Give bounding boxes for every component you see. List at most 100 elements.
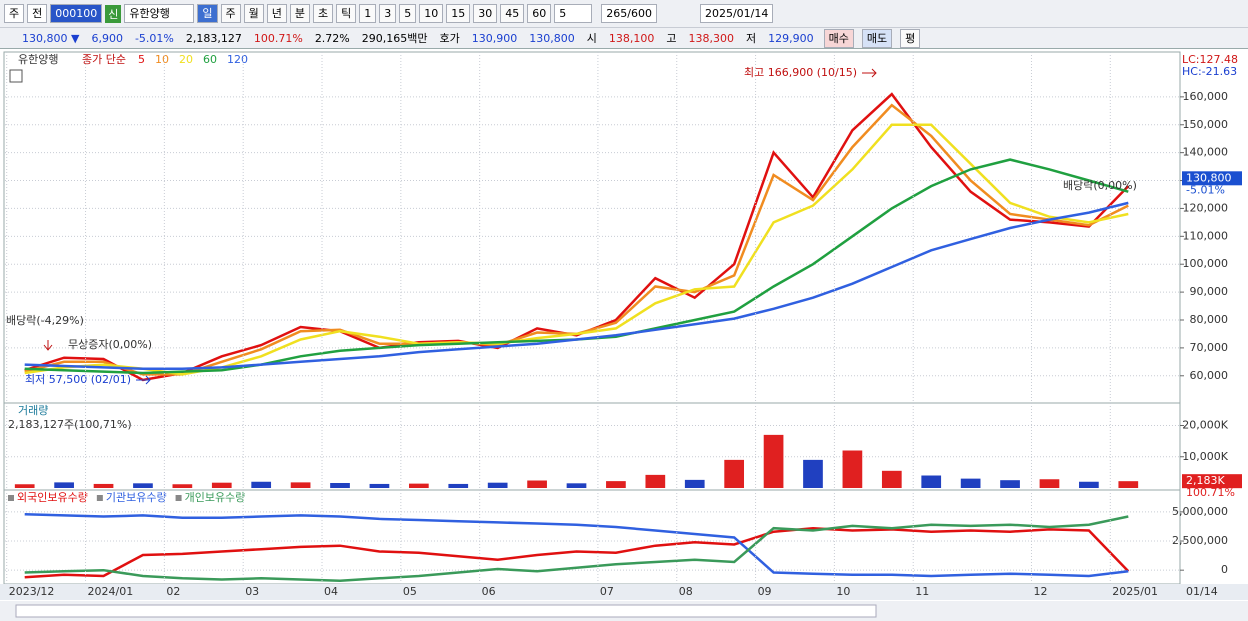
series-line [24,512,1129,578]
annotation: 배당락(-4,29%) [6,314,84,327]
period-button[interactable]: 월 [243,4,264,23]
interval-button[interactable]: 45 [500,4,525,23]
interval-button[interactable]: 10 [419,4,444,23]
volume-bar [606,481,626,488]
stock-name[interactable]: 유한양행 [124,4,195,23]
x-tick-label: 2025/01 [1112,585,1158,598]
hc-label: HC:-21.63 [1182,65,1237,78]
volume-bar [14,484,35,488]
interval-button[interactable]: 15 [446,4,471,23]
volume-bar [960,478,981,488]
x-tick-label: 09 [758,585,772,598]
legend-subtitle: 2,183,127주(100,71%) [8,418,132,431]
low-label: 저 [746,32,757,45]
toolbar: 주 전 000100 신 유한양행 일 주 월 년 분 초 틱 1 3 5 10 15 30 45 60 5 265/60… [0,0,1248,28]
volume-bar [921,475,942,488]
x-tick-label: 06 [482,585,496,598]
legend-item: 기관보유수량 [106,491,167,504]
volume-bar [724,459,745,488]
interval-button[interactable]: 30 [473,4,498,23]
volume-bar [566,483,587,488]
volume-bar [1000,480,1020,488]
y-tick-label: 110,000 [1183,229,1229,242]
mode-select[interactable]: 전 [27,4,48,23]
volume-bar [1118,481,1139,488]
period-button[interactable]: 초 [313,4,334,23]
legend-item: 60 [203,53,217,66]
x-tick-label: 2024/01 [88,585,134,598]
x-end-label: 01/14 [1186,585,1218,598]
period-button[interactable]: 년 [266,4,287,23]
annotation: 배당락(0,00%) [1063,179,1137,192]
change-rate: -5.01% [134,31,174,45]
volume: 2,183,127 [185,31,242,45]
volume-bar [54,482,74,488]
legend-swatch [8,495,14,501]
interval-button[interactable]: 3 [379,4,397,23]
sell-button[interactable]: 매도 [861,28,893,48]
current-marker [1182,171,1242,186]
count-select[interactable]: 5 [554,4,593,23]
period-button[interactable]: 틱 [336,4,357,23]
volume-bar [330,483,350,488]
x-tick-label: 10 [836,585,850,598]
y-tick-label: 10,000K [1182,450,1228,463]
current-price: 130,800 ▼ [22,31,80,45]
buy-button[interactable]: 매수 [823,28,854,48]
legend-swatch [175,495,182,501]
high-price: 138,300 [688,31,735,45]
scroll-thumb[interactable] [15,604,877,618]
trade-amount: 290,165백만 [361,32,428,45]
y-tick-label: 80,000 [1190,313,1229,326]
legend-item: 120 [227,53,248,66]
y-tick-label: 140,000 [1183,146,1229,159]
volume-bar [290,482,311,488]
current-marker [1182,474,1242,489]
annotation: 최저 57,500 (02/01) [25,373,131,386]
info-bar: 130,800 ▼ 6,900 -5.01% 2,183,127 100.71% 2.72… [0,28,1248,49]
date-input[interactable]: 2025/01/14 [699,4,774,23]
x-axis-strip [0,584,1248,600]
lc-label: LC:127.48 [1182,53,1238,66]
y-tick-label: 0 [1221,563,1228,576]
bid-price: 130,800 [529,31,575,45]
y-tick-label: 70,000 [1190,341,1229,354]
y-tick-label: 150,000 [1183,118,1229,131]
interval-button[interactable]: 1 [359,4,377,23]
high-label: 고 [666,32,677,45]
average-button[interactable]: 평 [900,28,921,48]
series-line [24,515,1129,582]
period-button[interactable]: 주 [220,4,241,23]
market-select[interactable]: 주 [4,4,25,23]
x-tick-label: 03 [245,585,259,598]
turnover: 2.72% [314,31,350,45]
interval-button[interactable]: 5 [399,4,417,23]
credit-tag: 신 [105,4,122,23]
series-line [24,92,1130,382]
annotation: 최고 166,900 (10/15) [744,66,857,79]
series-line [24,201,1129,371]
y-tick-label: 20,000K [1182,419,1228,432]
period-button[interactable]: 분 [289,4,310,23]
volume-bar [684,479,705,488]
stock-code-input[interactable]: 000100 [50,4,103,23]
legend-item: 10 [155,53,169,66]
volume-bar [251,481,272,488]
annotation-arrow [43,340,53,351]
series-line [24,526,1130,579]
table-icon[interactable] [9,69,23,83]
legend-title: 유한양행 [18,53,58,66]
interval-button[interactable]: 60 [527,4,552,23]
y-tick-label: 5,000,000 [1172,505,1228,518]
annotation-arrow [862,68,877,78]
y-tick-label: 90,000 [1190,285,1229,298]
volume-bar [842,450,863,488]
volume-bar [408,483,429,488]
annotation: 무상증자(0,00%) [68,338,152,351]
x-tick-label: 12 [1033,585,1047,598]
period-button[interactable]: 일 [197,4,218,23]
x-tick-label: 07 [600,585,614,598]
low-price: 129,900 [768,31,814,45]
